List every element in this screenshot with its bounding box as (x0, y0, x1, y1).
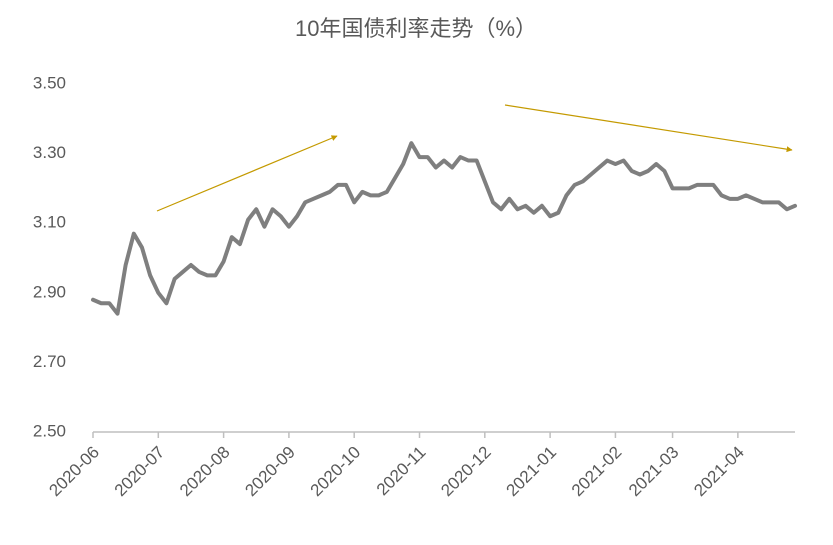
y-tick-label: 2.70 (33, 352, 66, 371)
x-tick-label: 2020-06 (45, 443, 103, 501)
x-tick-label: 2020-08 (176, 443, 234, 501)
y-tick-label: 2.90 (33, 282, 66, 301)
trend-arrow (156, 135, 338, 212)
trend-arrow (504, 104, 793, 153)
x-tick-label: 2021-04 (690, 443, 748, 501)
x-tick-label: 2021-02 (568, 443, 626, 501)
y-tick-label: 3.10 (33, 213, 66, 232)
data-line (91, 141, 797, 316)
chart-title: 10年国债利率走势（%） (295, 16, 537, 41)
y-tick-label: 3.30 (33, 143, 66, 162)
y-tick-label: 3.50 (33, 73, 66, 92)
x-tick-label: 2020-10 (307, 443, 365, 501)
x-tick-label: 2020-07 (111, 443, 169, 501)
y-tick-label: 2.50 (33, 421, 66, 440)
x-tick-label: 2020-11 (373, 443, 430, 500)
x-tick-label: 2020-12 (437, 443, 495, 501)
x-tick-label: 2021-01 (503, 443, 561, 501)
x-tick-label: 2020-09 (241, 443, 299, 501)
x-tick-label: 2021-03 (625, 443, 683, 501)
